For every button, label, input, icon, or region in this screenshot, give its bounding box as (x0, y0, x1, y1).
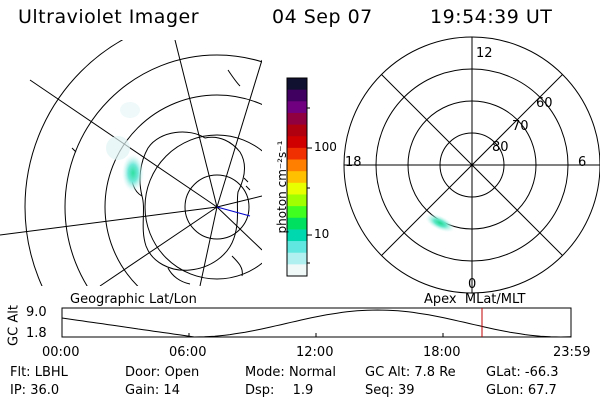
colorbar-band (287, 171, 307, 184)
geographic-map (0, 40, 262, 286)
status-glon: GLon: 67.7 (486, 383, 557, 398)
colorbar-band (287, 89, 307, 102)
colorbar-band (287, 112, 307, 126)
colorbar-band (287, 182, 307, 195)
colorbar-band (287, 124, 307, 137)
colorbar-band (287, 206, 307, 219)
mlat-label-80: 80 (492, 140, 509, 155)
date-label: 04 Sep 07 (272, 6, 373, 28)
apex-caption: Apex MLat/MLT (424, 292, 526, 307)
colorbar-tick-10: 10 (314, 227, 330, 241)
colorbar-band (287, 147, 307, 161)
status-seq: Seq: 39 (365, 383, 415, 398)
xtick-1200: 12:00 (296, 345, 334, 360)
mlt-label-12: 12 (476, 46, 493, 61)
status-gain: Gain: 14 (125, 383, 180, 398)
status-ip: IP: 36.0 (10, 383, 60, 398)
xtick-1800: 18:00 (423, 345, 461, 360)
status-dsp: Dsp: 1.9 (245, 383, 314, 398)
mlt-label-18: 18 (345, 155, 362, 170)
xtick-0600: 06:00 (169, 345, 207, 360)
altitude-ytick-high: 9.0 (26, 305, 47, 320)
colorbar-band (287, 229, 307, 242)
colorbar-band (287, 101, 307, 114)
mlt-label-0: 0 (468, 277, 477, 292)
colorbar-band (287, 78, 307, 91)
colorbar-band (287, 194, 307, 207)
xtick-2359: 23:59 (553, 345, 591, 360)
colorbar-band (287, 252, 307, 265)
altitude-plot (61, 307, 572, 338)
status-filter: Flt: LBHL (10, 365, 68, 380)
colorbar-band (287, 159, 307, 172)
colorbar-band (287, 136, 307, 149)
altitude-ytick-low: 1.8 (26, 326, 47, 341)
colorbar-tick-100: 100 (314, 140, 337, 154)
status-door: Door: Open (125, 365, 200, 380)
status-mode: Mode: Normal (245, 365, 336, 380)
mlat-label-70: 70 (512, 119, 529, 134)
mlat-label-60: 60 (536, 96, 553, 111)
colorbar-band (287, 241, 307, 254)
colorbar (286, 77, 312, 277)
time-label: 19:54:39 UT (430, 6, 553, 28)
geographic-caption: Geographic Lat/Lon (70, 292, 197, 307)
instrument-title: Ultraviolet Imager (18, 6, 200, 28)
colorbar-band (287, 264, 307, 277)
mlt-label-6: 6 (578, 155, 587, 170)
colorbar-band (287, 217, 307, 230)
xtick-0000: 00:00 (42, 345, 80, 360)
altitude-ylabel: GC Alt (6, 305, 22, 346)
status-glat: GLat: -66.3 (486, 365, 559, 380)
magnetic-polar-map (343, 36, 600, 294)
status-gcalt: GC Alt: 7.8 Re (365, 365, 456, 380)
